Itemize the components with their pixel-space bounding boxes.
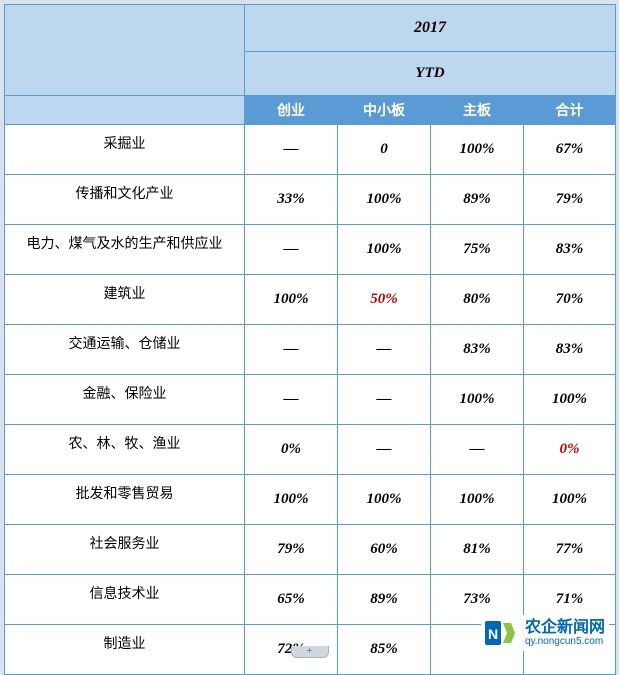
data-cell: — bbox=[338, 375, 431, 425]
watermark-text: 农企新闻网 qy.nongcun5.com bbox=[525, 619, 605, 648]
data-cell: 100% bbox=[431, 475, 524, 525]
corner-cell bbox=[5, 5, 245, 96]
data-cell: — bbox=[338, 325, 431, 375]
data-cell: — bbox=[338, 425, 431, 475]
data-cell: 33% bbox=[245, 175, 338, 225]
table-row: 批发和零售贸易100%100%100%100% bbox=[5, 475, 616, 525]
data-cell: 100% bbox=[245, 475, 338, 525]
data-cell: 89% bbox=[431, 175, 524, 225]
row-label: 农、林、牧、渔业 bbox=[5, 425, 245, 475]
column-header-blank bbox=[5, 96, 245, 125]
plus-icon: + bbox=[307, 646, 313, 657]
row-label: 建筑业 bbox=[5, 275, 245, 325]
add-row-tab[interactable]: + bbox=[291, 646, 329, 658]
data-cell: 83% bbox=[524, 325, 616, 375]
row-label: 金融、保险业 bbox=[5, 375, 245, 425]
header-row-year: 2017 bbox=[5, 5, 616, 52]
data-cell: 83% bbox=[431, 325, 524, 375]
page-container: 2017 YTD 创业 中小板 主板 合计 采掘业—0100%67%传播和文化产… bbox=[4, 4, 615, 657]
svg-text:N: N bbox=[488, 626, 498, 642]
data-cell: 79% bbox=[524, 175, 616, 225]
data-cell: 85% bbox=[338, 625, 431, 675]
column-header-1: 中小板 bbox=[338, 96, 431, 125]
column-header-row: 创业 中小板 主板 合计 bbox=[5, 96, 616, 125]
data-cell: 79% bbox=[245, 525, 338, 575]
row-label: 社会服务业 bbox=[5, 525, 245, 575]
data-cell: 83% bbox=[524, 225, 616, 275]
row-label: 交通运输、仓储业 bbox=[5, 325, 245, 375]
table-row: 社会服务业79%60%81%77% bbox=[5, 525, 616, 575]
column-header-2: 主板 bbox=[431, 96, 524, 125]
data-cell: 100% bbox=[524, 375, 616, 425]
data-cell: 0% bbox=[245, 425, 338, 475]
table-row: 采掘业—0100%67% bbox=[5, 125, 616, 175]
data-cell: 100% bbox=[524, 475, 616, 525]
data-cell: 100% bbox=[431, 375, 524, 425]
watermark-url: qy.nongcun5.com bbox=[525, 636, 605, 647]
data-cell: 100% bbox=[338, 175, 431, 225]
row-label: 制造业 bbox=[5, 625, 245, 675]
row-label: 电力、煤气及水的生产和供应业 bbox=[5, 225, 245, 275]
data-cell: 77% bbox=[524, 525, 616, 575]
table-row: 金融、保险业——100%100% bbox=[5, 375, 616, 425]
watermark-logo-icon: N bbox=[485, 617, 521, 649]
row-label: 信息技术业 bbox=[5, 575, 245, 625]
column-header-0: 创业 bbox=[245, 96, 338, 125]
data-cell: 80% bbox=[431, 275, 524, 325]
year-header: 2017 bbox=[245, 5, 616, 52]
data-cell: 65% bbox=[245, 575, 338, 625]
data-cell: 75% bbox=[431, 225, 524, 275]
data-cell: — bbox=[245, 375, 338, 425]
table-row: 电力、煤气及水的生产和供应业—100%75%83% bbox=[5, 225, 616, 275]
table-row: 交通运输、仓储业——83%83% bbox=[5, 325, 616, 375]
data-cell: 81% bbox=[431, 525, 524, 575]
data-cell: 100% bbox=[245, 275, 338, 325]
watermark: N 农企新闻网 qy.nongcun5.com bbox=[481, 615, 609, 651]
watermark-cn: 农企新闻网 bbox=[525, 619, 605, 637]
period-header: YTD bbox=[245, 52, 616, 96]
data-cell: 0% bbox=[524, 425, 616, 475]
row-label: 批发和零售贸易 bbox=[5, 475, 245, 525]
data-cell: — bbox=[431, 425, 524, 475]
table-row: 农、林、牧、渔业0%——0% bbox=[5, 425, 616, 475]
data-cell: 70% bbox=[524, 275, 616, 325]
data-cell: 67% bbox=[524, 125, 616, 175]
column-header-3: 合计 bbox=[524, 96, 616, 125]
data-cell: 100% bbox=[338, 225, 431, 275]
row-label: 传播和文化产业 bbox=[5, 175, 245, 225]
data-cell: 100% bbox=[431, 125, 524, 175]
row-label: 采掘业 bbox=[5, 125, 245, 175]
data-cell: — bbox=[245, 125, 338, 175]
table-row: 传播和文化产业33%100%89%79% bbox=[5, 175, 616, 225]
data-cell: 50% bbox=[338, 275, 431, 325]
data-cell: 100% bbox=[338, 475, 431, 525]
data-cell: 89% bbox=[338, 575, 431, 625]
table-row: 建筑业100%50%80%70% bbox=[5, 275, 616, 325]
data-cell: — bbox=[245, 325, 338, 375]
data-table: 2017 YTD 创业 中小板 主板 合计 采掘业—0100%67%传播和文化产… bbox=[4, 4, 616, 675]
data-cell: 0 bbox=[338, 125, 431, 175]
data-cell: — bbox=[245, 225, 338, 275]
data-cell: 60% bbox=[338, 525, 431, 575]
